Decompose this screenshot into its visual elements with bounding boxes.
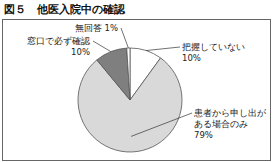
svg-text:無回答 1%: 無回答 1% (75, 23, 118, 33)
svg-text:患者から申し出がある場合のみ79%: 患者から申し出がある場合のみ79% (193, 108, 267, 140)
html-text:図５ 他医入院中の確認: 図５ 他医入院中の確認 (4, 3, 125, 16)
svg-text:窓口で必ず確認10%: 窓口で必ず確認10% (27, 36, 90, 57)
svg-text:把握していない10%: 把握していない10% (182, 42, 245, 63)
